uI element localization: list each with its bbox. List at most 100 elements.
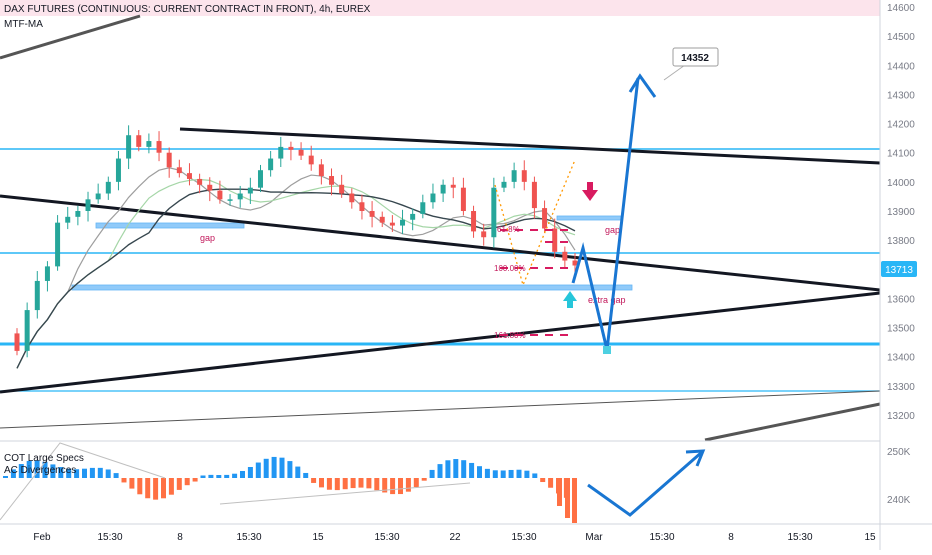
candle-body (481, 231, 487, 238)
candle-body (359, 202, 365, 211)
histogram-bar (224, 474, 230, 478)
histogram-bar (192, 478, 198, 482)
candle-body (379, 216, 385, 223)
x-tick-label: 8 (177, 532, 183, 543)
sub-projection-path (587, 450, 703, 517)
current-price-tag (881, 261, 917, 277)
trendline-thin (0, 390, 881, 429)
x-tick-label: 15 (312, 532, 324, 543)
annotation-gap-2: gap (605, 225, 620, 235)
moving-average-line (16, 167, 576, 369)
histogram-bar (74, 469, 80, 478)
histogram-bar (484, 468, 490, 478)
candle-body (34, 280, 40, 311)
sub-y-tick-240k: 240K (887, 495, 911, 506)
histogram-bar (161, 478, 166, 499)
x-tick-label: 15:30 (97, 532, 122, 543)
histogram-bar (34, 460, 40, 478)
y-tick-label: 14300 (887, 90, 915, 101)
x-tick-label: 15:30 (787, 532, 812, 543)
candle-body (44, 266, 50, 281)
histogram-bar (565, 478, 570, 518)
x-tick-label: Feb (33, 532, 51, 543)
histogram-bar (358, 478, 364, 488)
candle-body (136, 135, 142, 147)
candle-body (460, 187, 466, 211)
histogram-bar (113, 473, 119, 478)
candle-body (521, 170, 527, 182)
histogram-bar (208, 474, 214, 478)
candle-body (400, 219, 406, 226)
candle-body (156, 141, 162, 153)
histogram-bar (326, 478, 332, 490)
candle-body (450, 184, 456, 188)
trendline-mid (0, 194, 881, 292)
candle-body (65, 216, 71, 223)
histogram-bar (176, 478, 182, 490)
histogram-bar (263, 458, 269, 478)
histogram-bar (405, 478, 411, 492)
y-tick-label: 13400 (887, 353, 915, 364)
candle-body (95, 193, 101, 200)
histogram-bar (121, 478, 127, 483)
candle-body (268, 158, 274, 171)
price-axis[interactable]: 1320013300134001350013600137001380013900… (887, 3, 915, 422)
trendline-grey-bottom (704, 402, 881, 442)
candle-body (298, 149, 304, 156)
annotation-fib-61: 61.8% (497, 225, 520, 234)
projection-path (571, 77, 640, 351)
histogram-bar (477, 466, 482, 478)
candle-body (471, 211, 477, 232)
x-tick-label: 15 (864, 532, 876, 543)
moving-averages (16, 167, 576, 369)
indicator-label-main: MTF-MA (4, 19, 43, 30)
histogram-bar (390, 478, 396, 495)
down-arrow-icon (582, 182, 598, 201)
time-axis[interactable]: Feb 15:30 8 15:30 15 15:30 22 15:30 Mar 15:30 8 15:… (33, 532, 876, 543)
top-pink-band (0, 0, 880, 16)
candle-body (247, 187, 253, 194)
candle-body (369, 211, 375, 217)
histogram-bar (247, 466, 253, 478)
candle-body (430, 193, 436, 203)
histogram-bar (453, 459, 459, 478)
histogram-bar (461, 460, 467, 478)
candle-body (278, 146, 284, 159)
trendline-lower (0, 291, 881, 394)
histogram-bar (319, 478, 324, 488)
candle-body (308, 155, 314, 165)
annotation-fib-161: 161.80% (494, 331, 526, 340)
candle-body (420, 202, 426, 214)
y-tick-label: 14200 (887, 120, 915, 131)
target-callout-box (672, 47, 719, 67)
candle-body (14, 333, 20, 351)
x-tick-label: 22 (449, 532, 461, 543)
histogram-bar (42, 461, 48, 478)
gap-box-3 (71, 284, 633, 291)
histogram-bar (105, 469, 111, 478)
trendline-grey-top (0, 14, 141, 60)
candle-body (207, 184, 213, 191)
histogram-bar (66, 468, 72, 478)
candle-body (349, 193, 355, 203)
candle-body (55, 222, 61, 267)
histogram-bar (10, 469, 16, 478)
candle-body (197, 178, 203, 185)
histogram-bar (184, 478, 190, 486)
chart-title: DAX FUTURES (CONTINUOUS: CURRENT CONTRAC… (4, 4, 371, 15)
candle-body (85, 199, 91, 211)
candles (14, 125, 578, 358)
y-tick-label: 13200 (887, 411, 915, 422)
histogram-bar (492, 470, 498, 478)
histogram-bar (429, 469, 435, 478)
histogram-bar (168, 478, 174, 495)
histogram-bar (445, 460, 451, 478)
histogram-bar (557, 478, 562, 506)
histogram-bar (398, 478, 403, 495)
histogram-bar (342, 478, 348, 490)
y-tick-label: 13500 (887, 324, 915, 335)
y-tick-label: 14100 (887, 149, 915, 160)
histogram-bar (413, 478, 419, 487)
histogram-bar (295, 466, 301, 478)
candle-body (511, 170, 517, 182)
